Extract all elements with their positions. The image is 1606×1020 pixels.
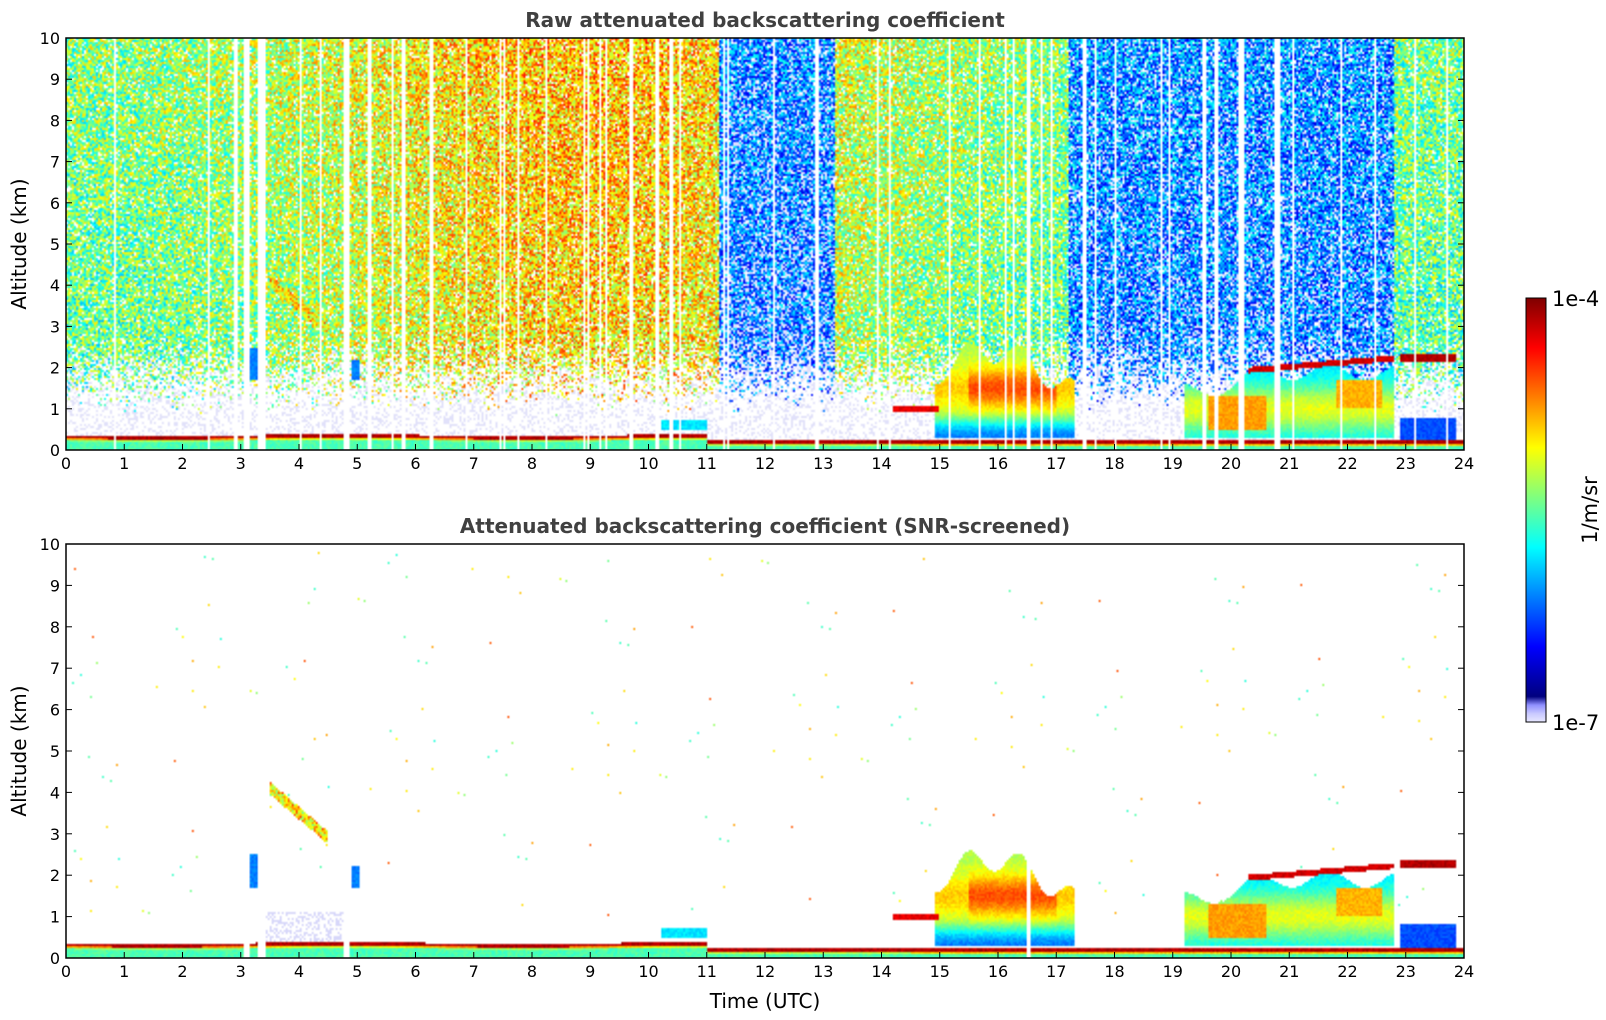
x-tick-label-screened: 18	[1104, 962, 1124, 981]
x-tick-label-raw: 21	[1279, 454, 1299, 473]
y-tick-label-raw: 3	[50, 317, 60, 336]
x-tick-label-screened: 6	[410, 962, 420, 981]
y-tick-label-screened: 3	[50, 825, 60, 844]
y-tick-label-screened: 1	[50, 908, 60, 927]
x-tick-label-screened: 21	[1279, 962, 1299, 981]
x-tick-label-screened: 24	[1454, 962, 1474, 981]
y-tick-label-raw: 6	[50, 194, 60, 213]
x-tick-label-screened: 12	[755, 962, 775, 981]
colorbar: 1e-4 1e-7 1/m/sr	[1525, 287, 1602, 735]
y-tick-label-raw: 8	[50, 111, 60, 130]
x-tick-label-screened: 3	[236, 962, 246, 981]
x-tick-label-screened: 7	[469, 962, 479, 981]
x-tick-label-raw: 18	[1104, 454, 1124, 473]
x-tick-label-raw: 15	[930, 454, 950, 473]
panel-screened: Attenuated backscattering coefficient (S…	[7, 514, 1474, 1013]
x-tick-label-screened: 14	[871, 962, 891, 981]
colorbar-title: 1/m/sr	[1578, 476, 1602, 544]
y-axis-screened: 0 1 2 3 4 5 6 7 8 9 10	[40, 535, 1464, 968]
x-tick-label-screened: 19	[1163, 962, 1183, 981]
x-tick-label-screened: 16	[988, 962, 1008, 981]
x-tick-label-raw: 1	[119, 454, 129, 473]
x-tick-label-screened: 13	[813, 962, 833, 981]
panel-title-raw: Raw attenuated backscattering coefficien…	[525, 8, 1005, 32]
x-axis-screened: 0 1 2 3 4 5 6 7 8 9 10 11 12 13 14 15 16 17 18 19 20 21 22 23 24	[61, 952, 1474, 981]
x-tick-label-raw: 8	[527, 454, 537, 473]
y-tick-label-screened: 0	[50, 949, 60, 968]
x-tick-label-screened: 17	[1046, 962, 1066, 981]
y-tick-label-raw: 1	[50, 400, 60, 419]
x-tick-label-raw: 9	[585, 454, 595, 473]
x-tick-label-raw: 6	[410, 454, 420, 473]
x-tick-label-raw: 10	[638, 454, 658, 473]
x-tick-label-raw: 4	[294, 454, 304, 473]
x-tick-label-raw: 24	[1454, 454, 1474, 473]
x-tick-label-raw: 7	[469, 454, 479, 473]
x-axis-raw: 0 1 2 3 4 5 6 7 8 9 10 11 12 13 14 15 16 17 18 19 20 21 22 23 24	[61, 444, 1474, 473]
panel-title-screened: Attenuated backscattering coefficient (S…	[460, 514, 1070, 538]
y-tick-label-raw: 5	[50, 235, 60, 254]
x-tick-label-screened: 10	[638, 962, 658, 981]
x-tick-label-raw: 19	[1163, 454, 1183, 473]
x-tick-label-screened: 5	[352, 962, 362, 981]
x-tick-label-raw: 20	[1221, 454, 1241, 473]
x-tick-label-raw: 14	[871, 454, 891, 473]
y-axis-label-raw: Altitude (km)	[7, 178, 31, 309]
y-tick-label-screened: 8	[50, 618, 60, 637]
y-tick-label-raw: 7	[50, 153, 60, 172]
x-tick-label-raw: 0	[61, 454, 71, 473]
colorbar-bottom-label: 1e-7	[1552, 711, 1599, 735]
panel-raw: Raw attenuated backscattering coefficien…	[7, 8, 1474, 473]
y-tick-label-screened: 10	[40, 535, 60, 554]
y-tick-label-raw: 10	[40, 29, 60, 48]
x-tick-label-screened: 11	[697, 962, 717, 981]
x-tick-label-screened: 15	[930, 962, 950, 981]
x-tick-label-raw: 2	[177, 454, 187, 473]
heatmap-screened	[66, 544, 1464, 958]
x-tick-label-raw: 23	[1396, 454, 1416, 473]
y-tick-label-screened: 5	[50, 742, 60, 761]
y-tick-label-raw: 4	[50, 276, 60, 295]
x-tick-label-screened: 23	[1396, 962, 1416, 981]
y-axis-raw: 0 1 2 3 4 5 6 7 8 9 10	[40, 29, 1464, 460]
x-tick-label-raw: 22	[1337, 454, 1357, 473]
y-tick-label-raw: 9	[50, 70, 60, 89]
heatmap-raw	[66, 38, 1464, 450]
y-tick-label-raw: 2	[50, 359, 60, 378]
y-axis-label-screened: Altitude (km)	[7, 685, 31, 816]
x-tick-label-raw: 3	[236, 454, 246, 473]
y-tick-label-screened: 2	[50, 866, 60, 885]
x-tick-label-screened: 8	[527, 962, 537, 981]
y-tick-label-screened: 6	[50, 701, 60, 720]
x-tick-label-screened: 2	[177, 962, 187, 981]
x-tick-label-raw: 11	[697, 454, 717, 473]
x-tick-label-raw: 16	[988, 454, 1008, 473]
y-tick-label-screened: 9	[50, 576, 60, 595]
x-tick-label-screened: 9	[585, 962, 595, 981]
x-tick-label-screened: 1	[119, 962, 129, 981]
x-tick-label-raw: 17	[1046, 454, 1066, 473]
y-tick-label-raw: 0	[50, 441, 60, 460]
colorbar-gradient	[1525, 297, 1547, 723]
x-axis-label: Time (UTC)	[709, 989, 821, 1013]
y-tick-label-screened: 7	[50, 659, 60, 678]
x-tick-label-raw: 5	[352, 454, 362, 473]
x-tick-label-screened: 22	[1337, 962, 1357, 981]
x-tick-label-screened: 0	[61, 962, 71, 981]
colorbar-top-label: 1e-4	[1552, 287, 1599, 311]
x-tick-label-screened: 4	[294, 962, 304, 981]
x-tick-label-screened: 20	[1221, 962, 1241, 981]
y-tick-label-screened: 4	[50, 783, 60, 802]
x-tick-label-raw: 13	[813, 454, 833, 473]
x-tick-label-raw: 12	[755, 454, 775, 473]
